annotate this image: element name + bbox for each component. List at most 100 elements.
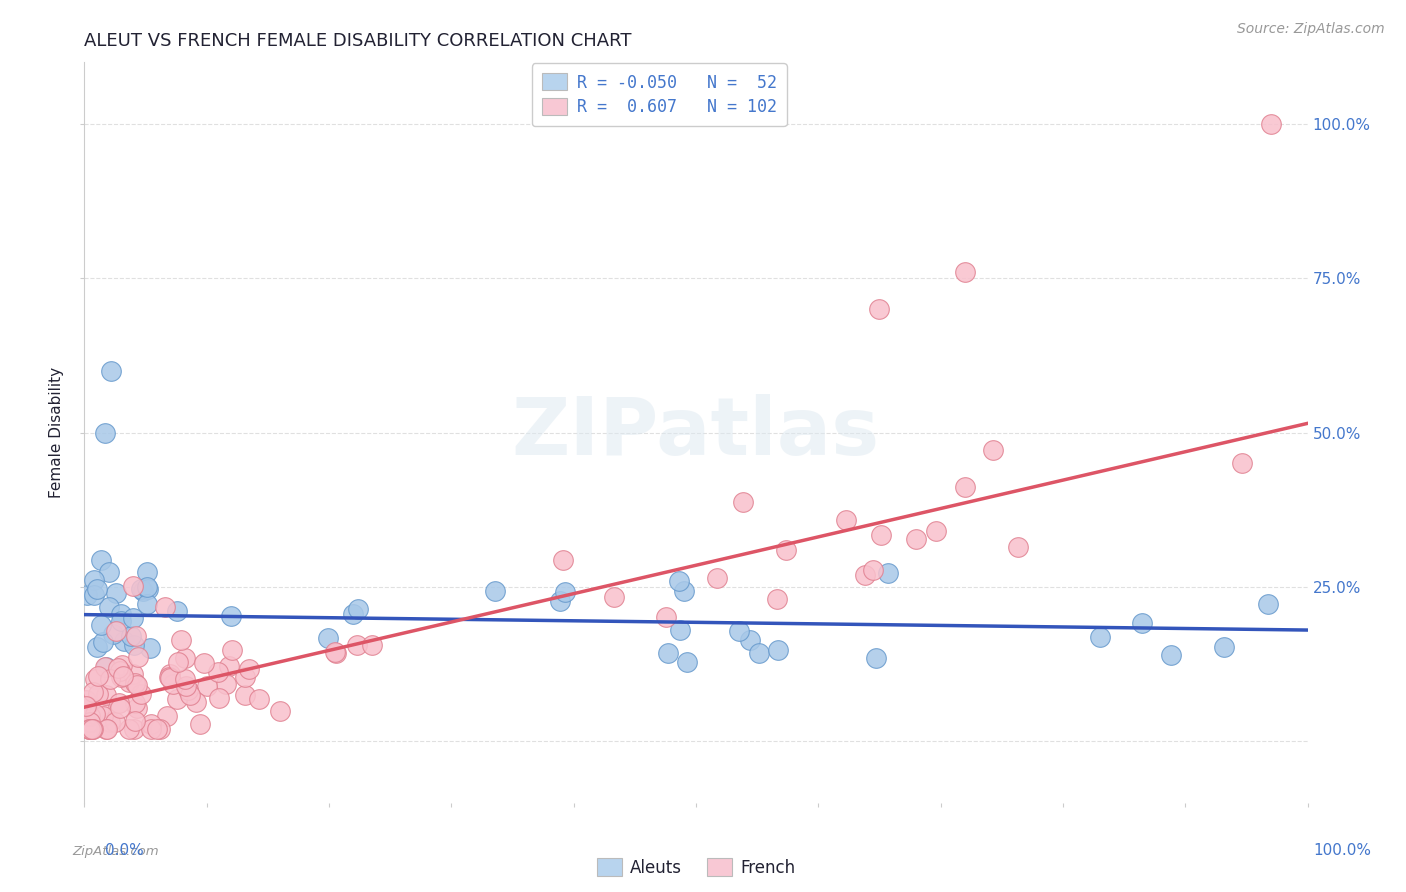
Point	[107, 661, 129, 675]
Point	[98, 600, 121, 615]
Point	[603, 591, 626, 605]
Point	[122, 579, 145, 593]
Point	[219, 608, 242, 623]
Point	[93, 635, 115, 649]
Point	[83, 573, 105, 587]
Point	[655, 610, 678, 624]
Point	[79, 709, 101, 723]
Point	[108, 701, 131, 715]
Point	[84, 706, 107, 721]
Point	[188, 717, 211, 731]
Point	[94, 660, 117, 674]
Point	[83, 588, 105, 602]
Point	[166, 692, 188, 706]
Point	[76, 699, 98, 714]
Point	[221, 642, 243, 657]
Point	[136, 597, 159, 611]
Point	[122, 638, 145, 652]
Point	[124, 697, 146, 711]
Point	[96, 660, 118, 674]
Point	[233, 688, 256, 702]
Point	[361, 638, 384, 652]
Point	[731, 495, 754, 509]
Text: Source: ZipAtlas.com: Source: ZipAtlas.com	[1237, 22, 1385, 37]
Point	[98, 714, 121, 729]
Point	[84, 672, 107, 686]
Point	[122, 611, 145, 625]
Point	[157, 670, 180, 684]
Point	[346, 638, 368, 652]
Point	[1260, 117, 1282, 131]
Point	[766, 643, 789, 657]
Point	[98, 673, 121, 687]
Point	[174, 673, 197, 687]
Point	[186, 695, 208, 709]
Point	[1160, 648, 1182, 662]
Point	[141, 716, 163, 731]
Point	[124, 714, 146, 728]
Point	[105, 586, 128, 600]
Point	[548, 593, 571, 607]
Point	[870, 528, 893, 542]
Point	[193, 656, 215, 670]
Point	[118, 722, 141, 736]
Point	[676, 655, 699, 669]
Point	[657, 646, 679, 660]
Point	[94, 688, 117, 702]
Point	[748, 646, 770, 660]
Point	[127, 701, 149, 715]
Point	[136, 580, 159, 594]
Point	[136, 582, 159, 596]
Point	[218, 659, 240, 673]
Point	[79, 722, 101, 736]
Point	[316, 632, 339, 646]
Point	[325, 645, 347, 659]
Point	[79, 714, 101, 729]
Text: 0.0%: 0.0%	[105, 843, 145, 858]
Point	[1257, 597, 1279, 611]
Point	[94, 425, 117, 440]
Point	[166, 604, 188, 618]
Point	[79, 722, 101, 736]
Point	[149, 722, 172, 736]
Text: 100.0%: 100.0%	[1313, 843, 1371, 858]
Point	[853, 568, 876, 582]
Point	[111, 669, 134, 683]
Point	[156, 709, 179, 723]
Point	[342, 607, 364, 621]
Point	[96, 722, 118, 736]
Text: ZipAtlas.com: ZipAtlas.com	[72, 845, 159, 857]
Point	[110, 607, 132, 621]
Point	[125, 628, 148, 642]
Point	[834, 513, 856, 527]
Point	[981, 442, 1004, 457]
Point	[87, 701, 110, 715]
Legend: Aleuts, French: Aleuts, French	[591, 852, 801, 883]
Point	[141, 722, 163, 736]
Text: ZIPatlas: ZIPatlas	[512, 393, 880, 472]
Point	[1213, 640, 1236, 654]
Point	[865, 651, 887, 665]
Point	[207, 665, 229, 679]
Point	[131, 584, 153, 599]
Point	[740, 633, 762, 648]
Point	[728, 624, 751, 639]
Point	[925, 524, 948, 539]
Point	[195, 679, 218, 693]
Point	[90, 617, 112, 632]
Point	[76, 588, 98, 602]
Y-axis label: Female Disability: Female Disability	[49, 367, 65, 499]
Point	[233, 670, 256, 684]
Point	[238, 662, 260, 676]
Point	[862, 563, 884, 577]
Point	[215, 677, 238, 691]
Point	[100, 364, 122, 378]
Point	[97, 565, 120, 579]
Point	[904, 532, 927, 546]
Point	[247, 691, 270, 706]
Point	[110, 670, 132, 684]
Point	[955, 480, 977, 494]
Point	[120, 629, 142, 643]
Point	[86, 582, 108, 596]
Point	[179, 688, 201, 702]
